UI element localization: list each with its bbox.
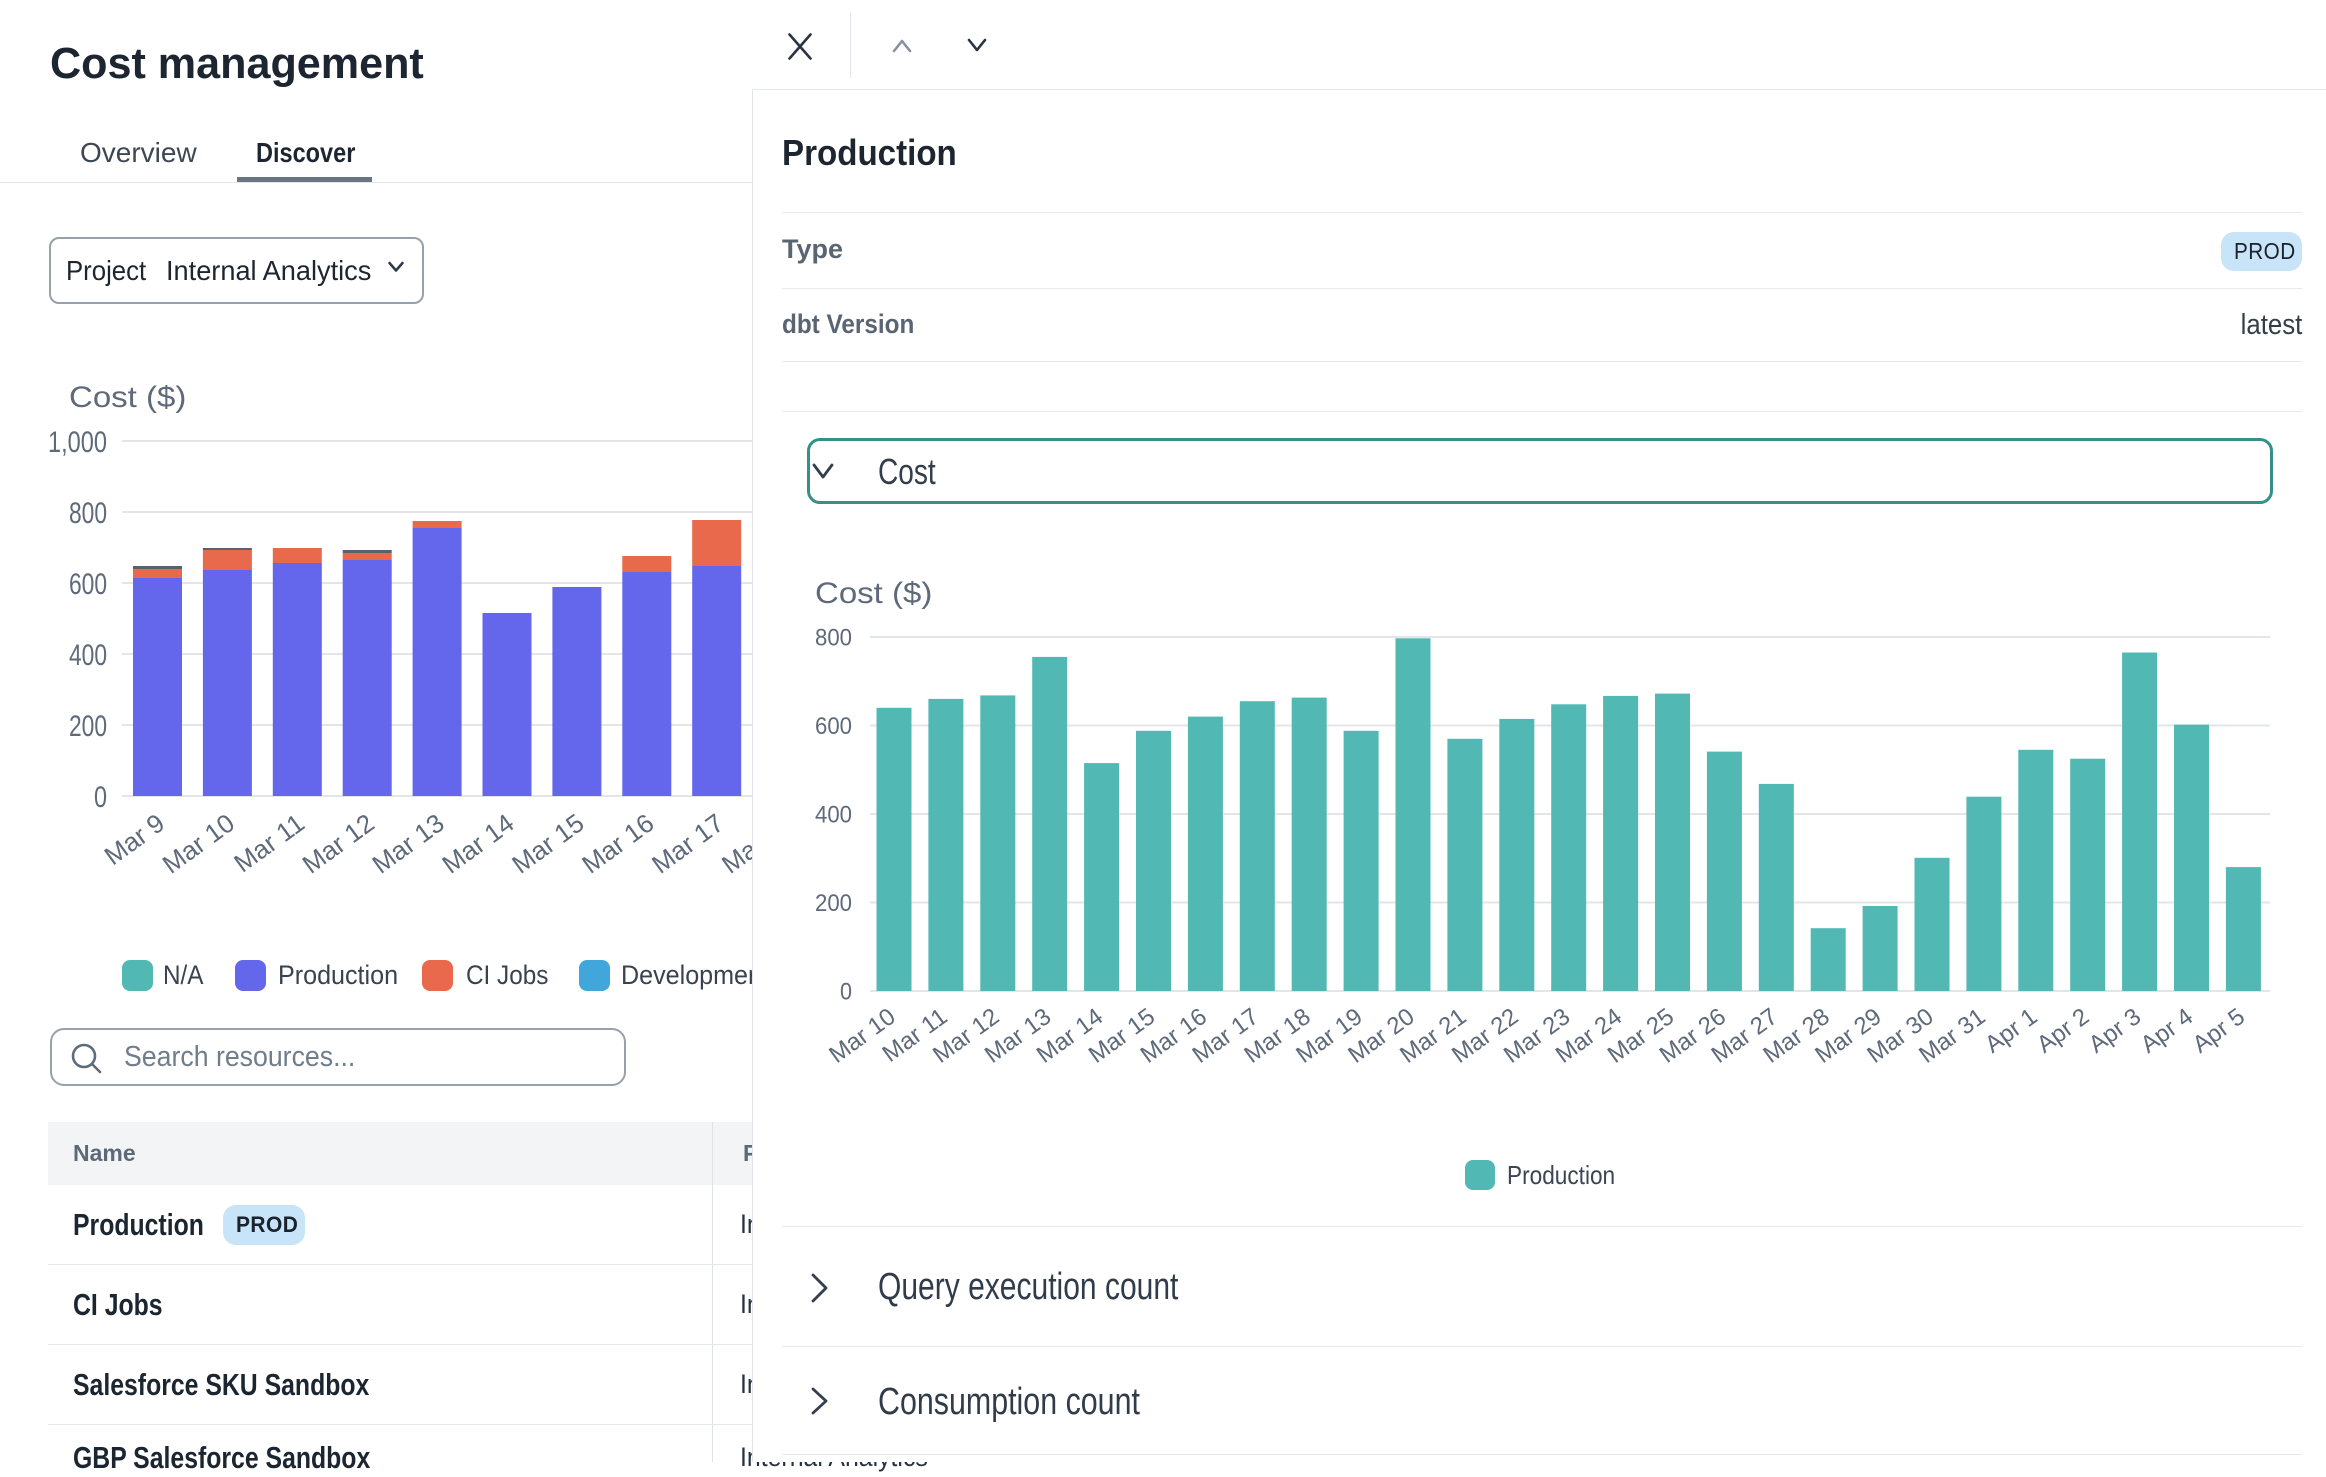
svg-text:800: 800: [69, 497, 107, 530]
svg-text:Apr 2: Apr 2: [2032, 1003, 2094, 1059]
svg-text:Mar 11: Mar 11: [228, 808, 310, 879]
svg-text:Mar 16: Mar 16: [576, 808, 659, 880]
svg-text:400: 400: [815, 802, 852, 829]
svg-text:Mar 15: Mar 15: [506, 808, 589, 880]
svg-text:Mar 14: Mar 14: [436, 808, 519, 880]
svg-text:1,000: 1,000: [48, 426, 107, 459]
svg-text:600: 600: [815, 713, 852, 740]
svg-text:800: 800: [815, 625, 852, 652]
svg-text:Mar 17: Mar 17: [646, 808, 729, 880]
svg-text:Apr 1: Apr 1: [1980, 1003, 2042, 1059]
svg-text:Mar 10: Mar 10: [157, 808, 240, 880]
svg-text:Mar 13: Mar 13: [367, 808, 450, 880]
svg-text:Mar 9: Mar 9: [99, 808, 170, 871]
svg-text:Apr 3: Apr 3: [2084, 1003, 2146, 1059]
svg-text:400: 400: [69, 639, 107, 672]
svg-text:0: 0: [840, 979, 852, 1006]
svg-text:0: 0: [94, 781, 107, 814]
svg-text:600: 600: [69, 568, 107, 601]
svg-text:200: 200: [69, 710, 107, 743]
svg-text:Apr 5: Apr 5: [2188, 1003, 2250, 1059]
svg-text:Apr 4: Apr 4: [2136, 1003, 2198, 1059]
svg-text:200: 200: [815, 890, 852, 917]
svg-text:Mar 12: Mar 12: [297, 808, 380, 880]
